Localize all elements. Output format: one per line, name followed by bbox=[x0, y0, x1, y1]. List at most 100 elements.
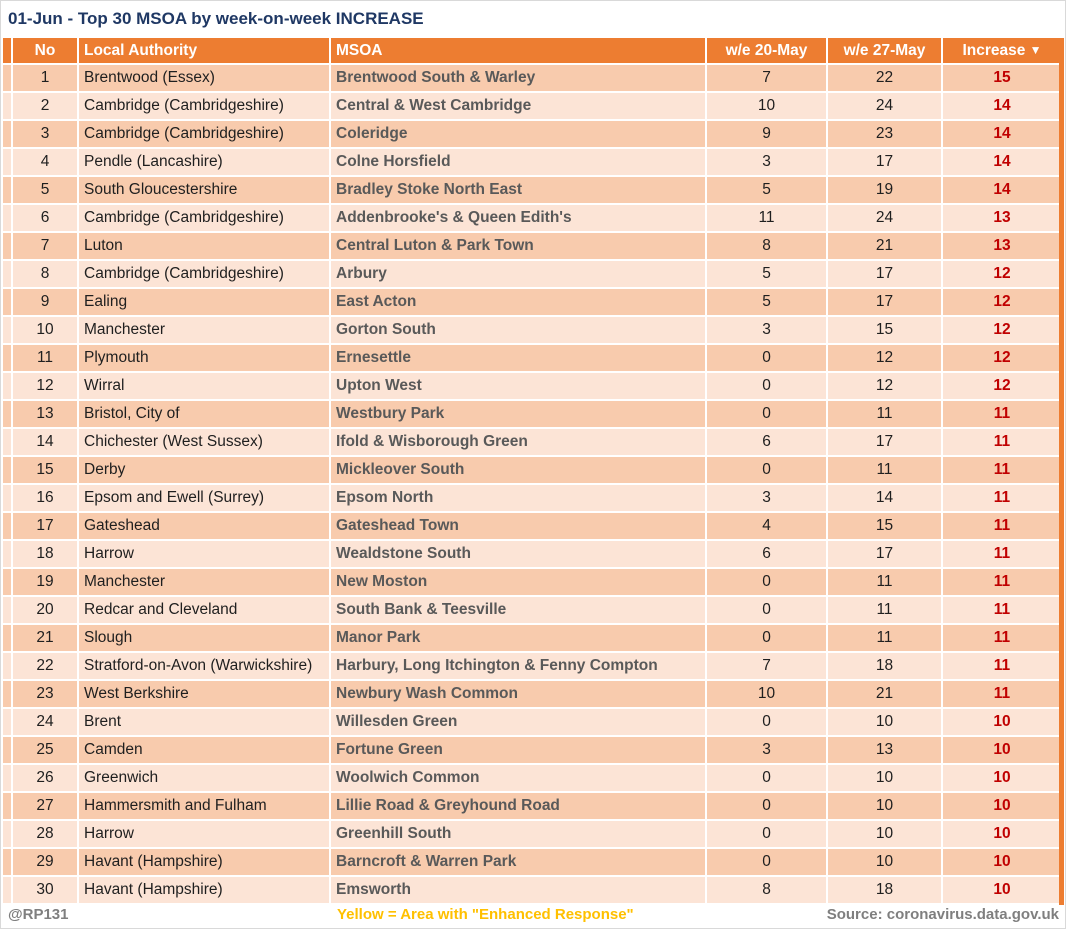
local-authority-cell: Brent bbox=[79, 709, 329, 735]
local-authority-cell: Ealing bbox=[79, 289, 329, 315]
msoa-cell: Gateshead Town bbox=[331, 513, 705, 539]
local-authority-cell: West Berkshire bbox=[79, 681, 329, 707]
we-27-may-cell: 12 bbox=[828, 373, 941, 399]
rank-cell: 30 bbox=[13, 877, 77, 903]
rank-cell: 18 bbox=[13, 541, 77, 567]
msoa-cell: Central & West Cambridge bbox=[331, 93, 705, 119]
msoa-cell: Westbury Park bbox=[331, 401, 705, 427]
column-header-increase-label: Increase bbox=[962, 41, 1026, 59]
table-row: 9 Ealing East Acton 5 17 12 bbox=[3, 289, 1061, 315]
msoa-table: No Local Authority MSOA w/e 20-May w/e 2… bbox=[1, 36, 1063, 905]
row-edge-cell bbox=[3, 709, 11, 735]
page-title: 01-Jun - Top 30 MSOA by week-on-week INC… bbox=[8, 9, 424, 28]
increase-cell: 10 bbox=[943, 793, 1061, 819]
rank-cell: 1 bbox=[13, 65, 77, 91]
we-27-may-cell: 10 bbox=[828, 793, 941, 819]
rank-cell: 14 bbox=[13, 429, 77, 455]
local-authority-cell: Wirral bbox=[79, 373, 329, 399]
row-edge-cell bbox=[3, 65, 11, 91]
column-header-increase[interactable]: Increase ▼ bbox=[943, 38, 1061, 63]
we-27-may-cell: 11 bbox=[828, 625, 941, 651]
rank-cell: 13 bbox=[13, 401, 77, 427]
msoa-cell: Upton West bbox=[331, 373, 705, 399]
msoa-cell: South Bank & Teesville bbox=[331, 597, 705, 623]
rank-cell: 28 bbox=[13, 821, 77, 847]
we-20-may-cell: 3 bbox=[707, 485, 826, 511]
table-row: 13 Bristol, City of Westbury Park 0 11 1… bbox=[3, 401, 1061, 427]
msoa-cell: Wealdstone South bbox=[331, 541, 705, 567]
increase-cell: 10 bbox=[943, 821, 1061, 847]
increase-cell: 13 bbox=[943, 205, 1061, 231]
rank-cell: 12 bbox=[13, 373, 77, 399]
msoa-cell: Lillie Road & Greyhound Road bbox=[331, 793, 705, 819]
increase-cell: 11 bbox=[943, 569, 1061, 595]
rank-cell: 27 bbox=[13, 793, 77, 819]
we-27-may-cell: 10 bbox=[828, 709, 941, 735]
we-20-may-cell: 3 bbox=[707, 149, 826, 175]
column-header-local-authority: Local Authority bbox=[79, 38, 329, 63]
msoa-cell: New Moston bbox=[331, 569, 705, 595]
table-row: 1 Brentwood (Essex) Brentwood South & Wa… bbox=[3, 65, 1061, 91]
local-authority-cell: Plymouth bbox=[79, 345, 329, 371]
we-20-may-cell: 0 bbox=[707, 849, 826, 875]
we-20-may-cell: 0 bbox=[707, 709, 826, 735]
row-edge-cell bbox=[3, 233, 11, 259]
we-20-may-cell: 9 bbox=[707, 121, 826, 147]
we-27-may-cell: 15 bbox=[828, 317, 941, 343]
local-authority-cell: Cambridge (Cambridgeshire) bbox=[79, 93, 329, 119]
we-20-may-cell: 0 bbox=[707, 821, 826, 847]
we-27-may-cell: 10 bbox=[828, 765, 941, 791]
rank-cell: 16 bbox=[13, 485, 77, 511]
increase-cell: 14 bbox=[943, 93, 1061, 119]
increase-cell: 11 bbox=[943, 625, 1061, 651]
row-edge-cell bbox=[3, 205, 11, 231]
local-authority-cell: Cambridge (Cambridgeshire) bbox=[79, 121, 329, 147]
increase-cell: 11 bbox=[943, 457, 1061, 483]
rank-cell: 20 bbox=[13, 597, 77, 623]
local-authority-cell: Harrow bbox=[79, 821, 329, 847]
we-20-may-cell: 7 bbox=[707, 65, 826, 91]
increase-cell: 12 bbox=[943, 317, 1061, 343]
we-20-may-cell: 8 bbox=[707, 233, 826, 259]
we-20-may-cell: 3 bbox=[707, 317, 826, 343]
we-27-may-cell: 22 bbox=[828, 65, 941, 91]
table-row: 2 Cambridge (Cambridgeshire) Central & W… bbox=[3, 93, 1061, 119]
msoa-cell: Emsworth bbox=[331, 877, 705, 903]
rank-cell: 2 bbox=[13, 93, 77, 119]
table-row: 26 Greenwich Woolwich Common 0 10 10 bbox=[3, 765, 1061, 791]
we-27-may-cell: 11 bbox=[828, 569, 941, 595]
rank-cell: 19 bbox=[13, 569, 77, 595]
local-authority-cell: Luton bbox=[79, 233, 329, 259]
table-row: 27 Hammersmith and Fulham Lillie Road & … bbox=[3, 793, 1061, 819]
column-header-msoa: MSOA bbox=[331, 38, 705, 63]
data-source-note: Source: coronavirus.data.gov.uk bbox=[826, 906, 1059, 923]
table-row: 20 Redcar and Cleveland South Bank & Tee… bbox=[3, 597, 1061, 623]
table-row: 29 Havant (Hampshire) Barncroft & Warren… bbox=[3, 849, 1061, 875]
msoa-cell: Manor Park bbox=[331, 625, 705, 651]
row-edge-cell bbox=[3, 429, 11, 455]
we-20-may-cell: 5 bbox=[707, 261, 826, 287]
we-27-may-cell: 10 bbox=[828, 849, 941, 875]
we-20-may-cell: 0 bbox=[707, 401, 826, 427]
increase-cell: 14 bbox=[943, 177, 1061, 203]
local-authority-cell: Havant (Hampshire) bbox=[79, 849, 329, 875]
msoa-cell: Colne Horsfield bbox=[331, 149, 705, 175]
increase-cell: 15 bbox=[943, 65, 1061, 91]
row-edge-cell bbox=[3, 793, 11, 819]
increase-cell: 11 bbox=[943, 541, 1061, 567]
local-authority-cell: Havant (Hampshire) bbox=[79, 877, 329, 903]
table-row: 5 South Gloucestershire Bradley Stoke No… bbox=[3, 177, 1061, 203]
local-authority-cell: Chichester (West Sussex) bbox=[79, 429, 329, 455]
increase-cell: 10 bbox=[943, 737, 1061, 763]
rank-cell: 24 bbox=[13, 709, 77, 735]
we-20-may-cell: 0 bbox=[707, 597, 826, 623]
rank-cell: 7 bbox=[13, 233, 77, 259]
table-row: 8 Cambridge (Cambridgeshire) Arbury 5 17… bbox=[3, 261, 1061, 287]
table-row: 14 Chichester (West Sussex) Ifold & Wisb… bbox=[3, 429, 1061, 455]
row-edge-cell bbox=[3, 765, 11, 791]
table-row: 25 Camden Fortune Green 3 13 10 bbox=[3, 737, 1061, 763]
rank-cell: 21 bbox=[13, 625, 77, 651]
header-edge-cell bbox=[3, 38, 11, 63]
we-27-may-cell: 19 bbox=[828, 177, 941, 203]
table-row: 4 Pendle (Lancashire) Colne Horsfield 3 … bbox=[3, 149, 1061, 175]
